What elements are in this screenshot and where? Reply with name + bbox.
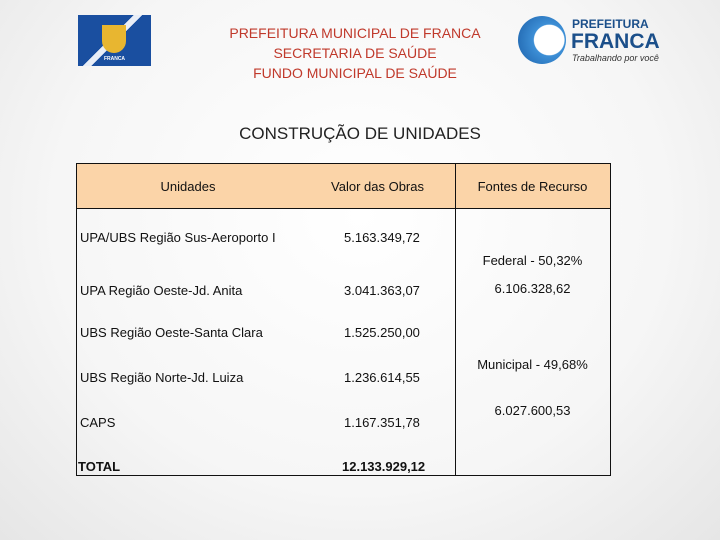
crest-shield	[102, 25, 126, 53]
crest: FRANCA	[78, 15, 151, 66]
row-unit: UBS Região Oeste-Santa Clara	[80, 325, 263, 340]
row-unit: UPA/UBS Região Sus-Aeroporto I	[80, 230, 276, 245]
source-value: 6.106.328,62	[494, 281, 571, 296]
table-header	[77, 164, 610, 209]
column-header: Fontes de Recurso	[477, 179, 588, 194]
logo-slogan: Trabalhando por você	[572, 53, 659, 63]
header-line: FUNDO MUNICIPAL DE SAÚDE	[253, 65, 457, 81]
logo: PREFEITURA FRANCA Trabalhando por você	[518, 14, 660, 66]
column-header: Unidades	[160, 179, 216, 194]
row-value: 3.041.363,07	[344, 283, 420, 298]
source-label: Federal - 50,32%	[482, 253, 583, 268]
logo-mark	[518, 16, 566, 64]
logo-name: FRANCA	[571, 30, 660, 53]
column-header: Valor das Obras	[331, 179, 424, 194]
header-line: SECRETARIA DE SAÚDE	[273, 45, 437, 61]
row-value: 1.167.351,78	[344, 415, 420, 430]
row-unit: UBS Região Norte-Jd. Luiza	[80, 370, 244, 385]
header-line: PREFEITURA MUNICIPAL DE FRANCA	[229, 25, 481, 41]
source-value: 6.027.600,53	[494, 403, 571, 418]
row-value: 5.163.349,72	[344, 230, 420, 245]
total-value: 12.133.929,12	[342, 459, 426, 474]
column-divider	[455, 164, 456, 475]
table	[76, 163, 611, 476]
title: CONSTRUÇÃO DE UNIDADES	[239, 124, 481, 143]
crest-label: FRANCA	[103, 56, 126, 62]
source-label: Municipal - 49,68%	[477, 357, 588, 372]
row-value: 1.525.250,00	[344, 325, 420, 340]
total-label: TOTAL	[78, 459, 121, 474]
row-value: 1.236.614,55	[344, 370, 420, 385]
row-unit: CAPS	[80, 415, 116, 430]
logo-top: PREFEITURA	[572, 17, 649, 31]
row-unit: UPA Região Oeste-Jd. Anita	[80, 283, 243, 298]
